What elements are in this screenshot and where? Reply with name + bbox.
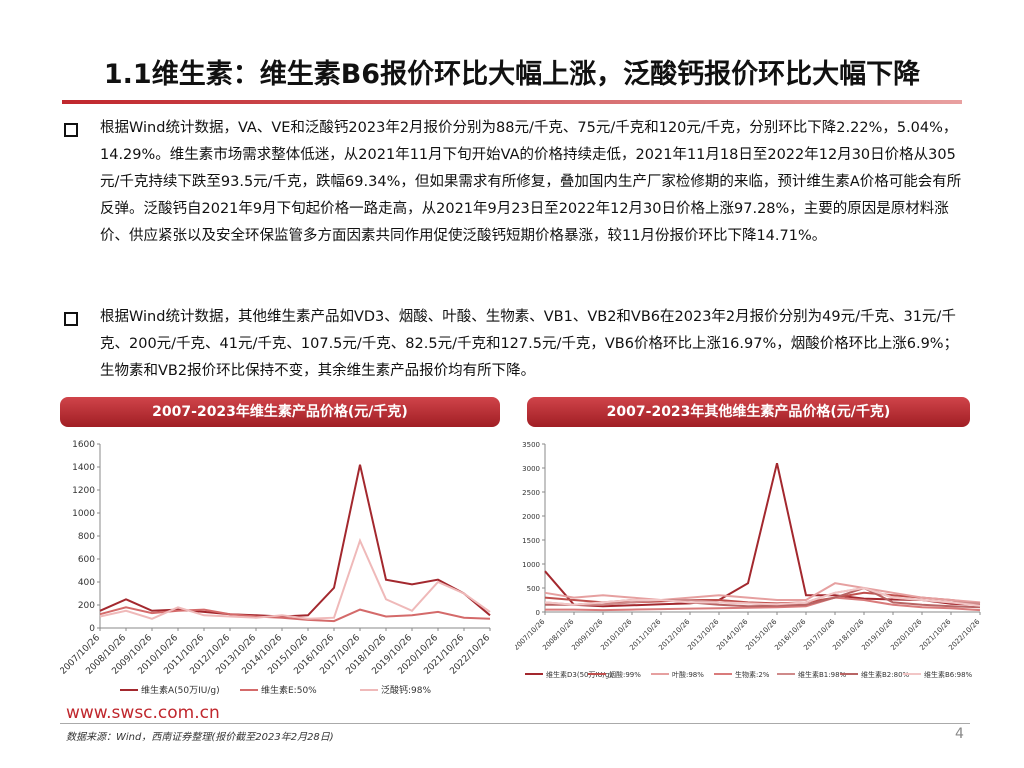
chart-title: 2007-2023年其他维生素产品价格(元/千克): [527, 397, 970, 427]
series-line: [544, 586, 981, 607]
y-tick-label: 1600: [72, 440, 95, 450]
slide-title: 1.1维生素：维生素B6报价环比大幅上涨，泛酸钙报价环比大幅下降: [103, 59, 921, 90]
y-tick-label: 0: [89, 624, 95, 634]
series-line: [99, 464, 491, 618]
y-tick-label: 1000: [72, 509, 95, 519]
y-tick-label: 1500: [522, 537, 540, 545]
legend-label: 维生素B1:98%: [798, 670, 847, 679]
bullet-text: 根据Wind统计数据，其他维生素产品如VD3、烟酸、叶酸、生物素、VB1、VB2…: [100, 309, 959, 379]
footer-rule: [60, 723, 970, 724]
title-rule: [62, 100, 962, 104]
y-tick-label: 200: [78, 601, 95, 611]
y-tick-label: 2500: [522, 489, 540, 497]
footer-source: 数据来源：Wind，西南证券整理(报价截至2023年2月28日): [66, 732, 334, 743]
legend-label: 泛酸钙:98%: [381, 684, 431, 696]
bullet-text: 根据Wind统计数据，VA、VE和泛酸钙2023年2月报价分别为88元/千克、7…: [100, 120, 962, 244]
series-line: [99, 537, 491, 620]
y-tick-label: 400: [78, 578, 95, 588]
legend-label: 维生素A(50万IU/g): [141, 684, 220, 696]
y-tick-label: 600: [78, 555, 95, 565]
footer-url: www.swsc.com.cn: [66, 703, 220, 723]
y-tick-label: 0: [536, 609, 540, 617]
y-tick-label: 3000: [522, 465, 540, 473]
bullet-icon: [64, 123, 78, 137]
series-line: [544, 582, 981, 604]
page-number: 4: [955, 726, 964, 742]
legend-label: 生物素:2%: [735, 670, 770, 679]
chart: 020040060080010001200140016002007/10/262…: [60, 440, 492, 696]
y-tick-label: 3500: [522, 441, 540, 449]
legend-label: 维生素B6:98%: [924, 670, 973, 679]
series-line: [99, 606, 491, 623]
legend-label: 维生素B2:80%: [861, 670, 910, 679]
y-tick-label: 1200: [72, 486, 95, 496]
legend-label: 叶酸:98%: [672, 670, 704, 679]
legend-label: 维生素D3(50万IU/g): [546, 670, 612, 679]
bullet-icon: [64, 312, 78, 326]
legend-label: 维生素E:50%: [261, 684, 317, 696]
y-tick-label: 1400: [72, 463, 95, 473]
chart-title: 2007-2023年维生素产品价格(元/千克): [60, 397, 500, 427]
series-line: [545, 596, 981, 612]
legend-label: 烟酸:99%: [609, 670, 641, 679]
chart: 05001000150020002500300035002007/10/2620…: [515, 441, 982, 679]
y-tick-label: 1000: [522, 561, 540, 569]
series-line: [544, 462, 981, 608]
y-tick-label: 500: [527, 585, 540, 593]
y-tick-label: 800: [78, 532, 95, 542]
y-tick-label: 2000: [522, 513, 540, 521]
x-tick-label: 2022/10/26: [947, 617, 982, 652]
